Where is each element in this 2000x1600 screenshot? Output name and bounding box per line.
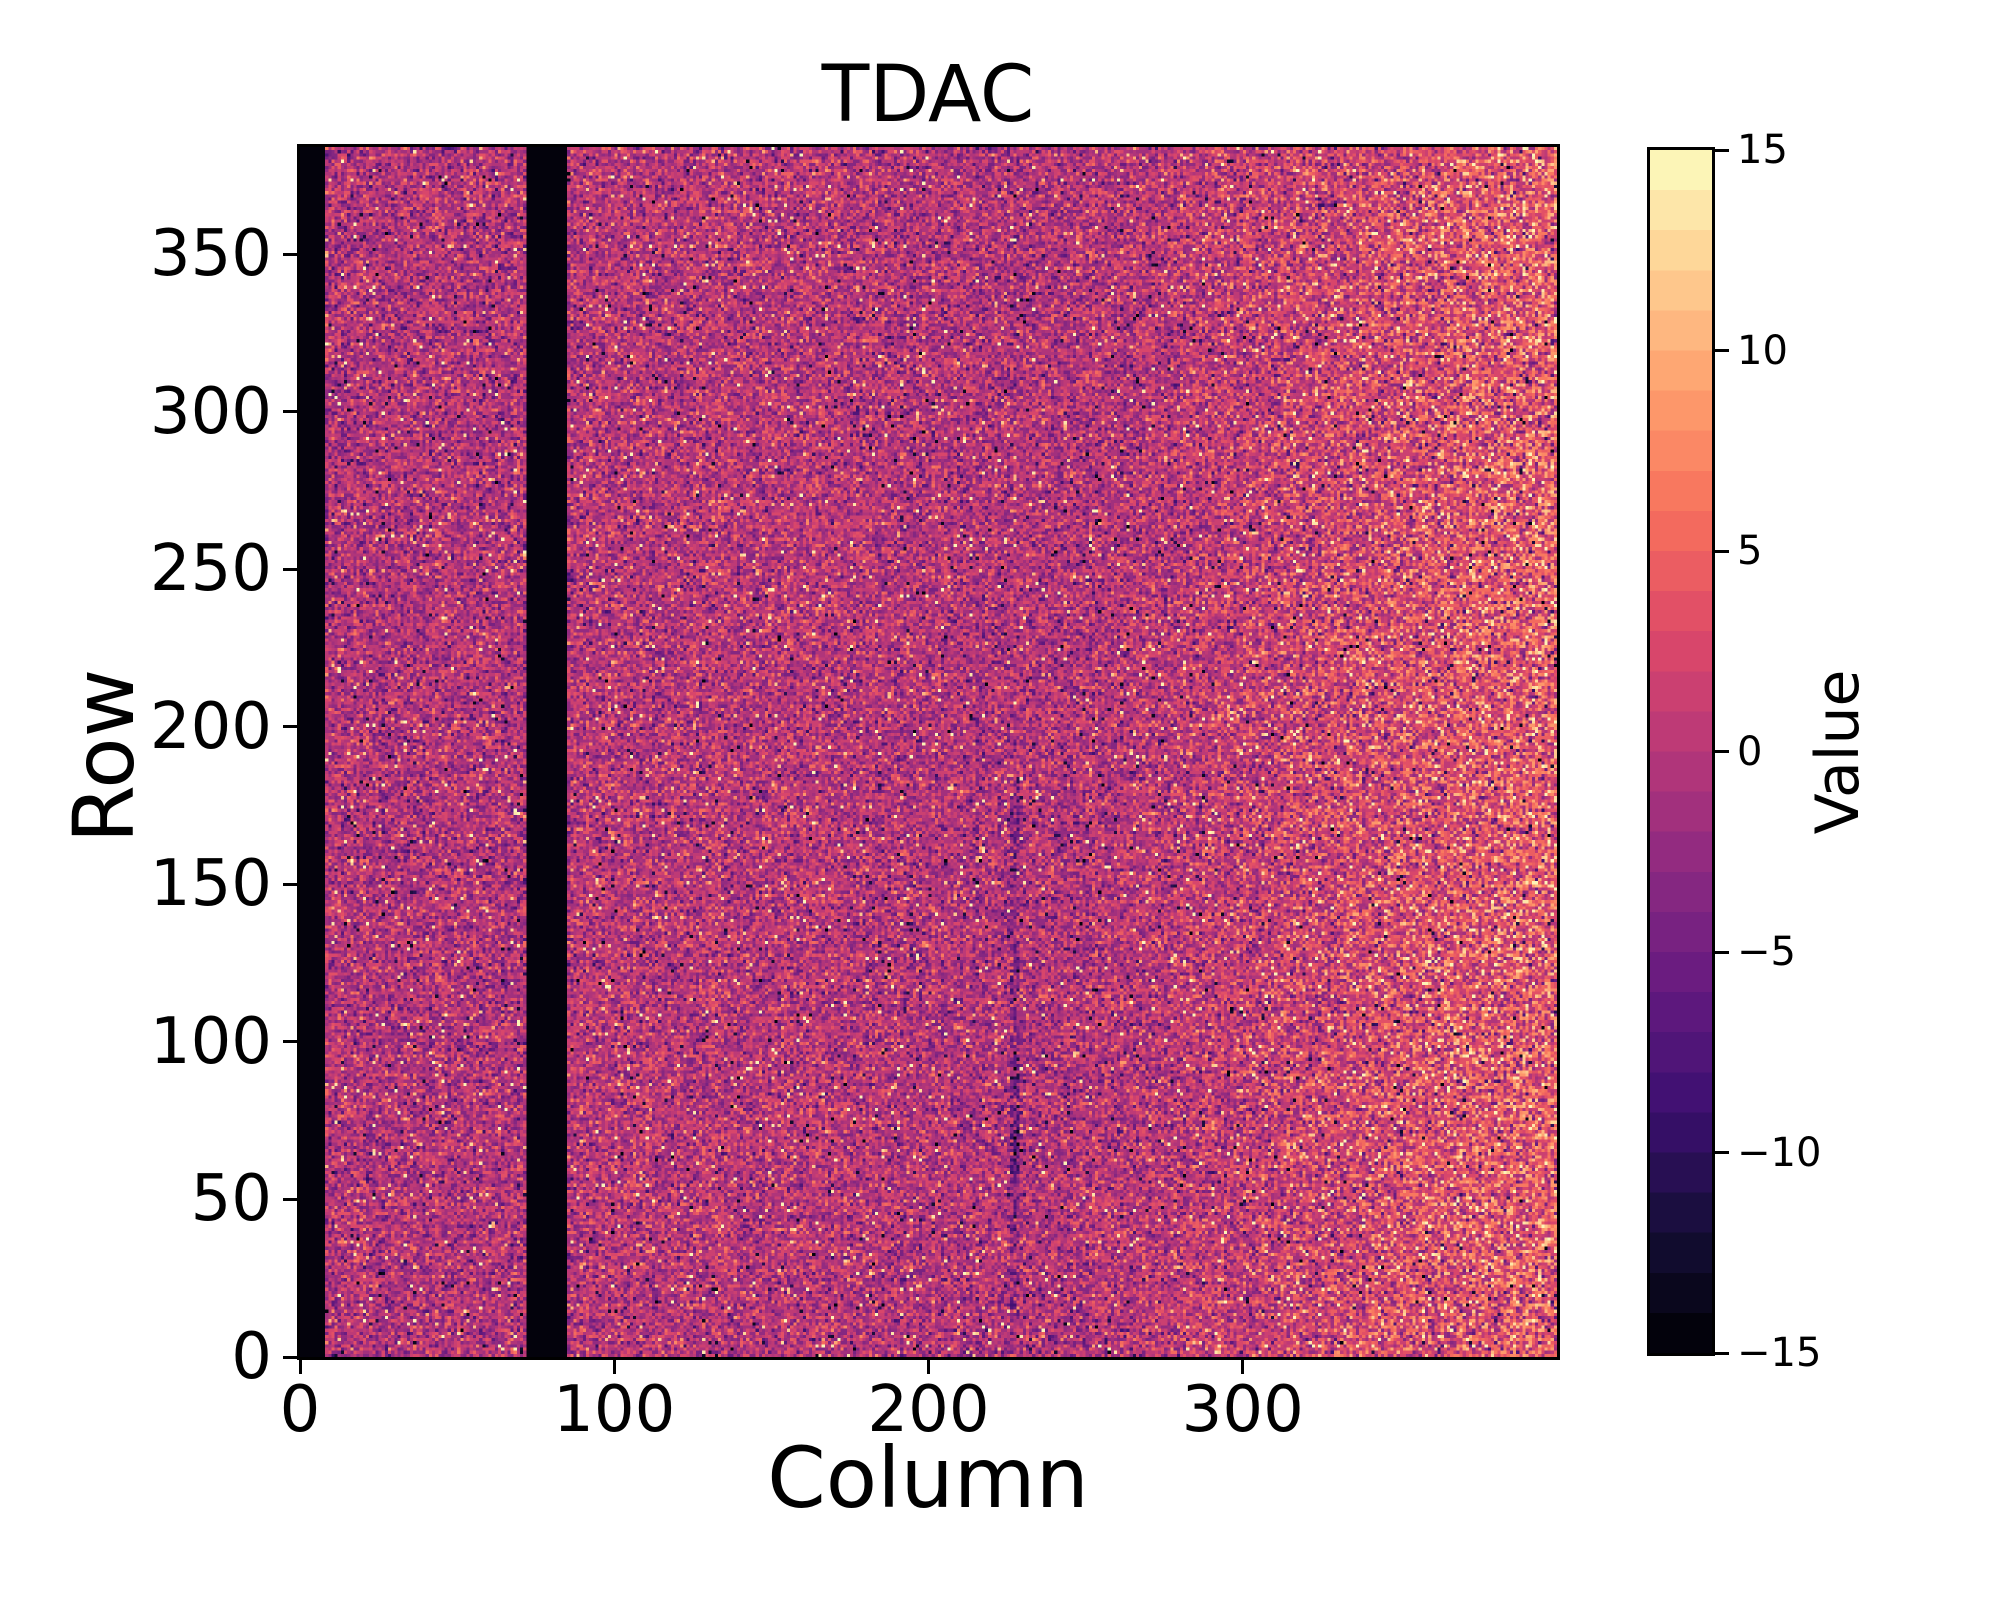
y-tick-label: 150: [149, 847, 272, 922]
colorbar-tick-mark: [1715, 1151, 1729, 1154]
y-tick-mark: [283, 567, 297, 571]
y-tick-label: 300: [149, 374, 272, 449]
y-tick-label: 0: [231, 1320, 272, 1394]
y-tick-label: 350: [149, 217, 272, 292]
x-tick-mark: [1241, 1360, 1245, 1374]
x-axis-label: Column: [767, 1429, 1089, 1527]
colorbar-label: Value: [1803, 669, 1873, 835]
y-tick-mark: [283, 410, 297, 414]
heatmap-plot-area: [297, 144, 1560, 1360]
x-tick-mark: [612, 1360, 616, 1374]
colorbar-tick-label: 0: [1737, 728, 1763, 775]
y-tick-mark: [283, 882, 297, 886]
y-tick-label: 200: [149, 689, 272, 764]
colorbar-tick-label: −5: [1737, 929, 1796, 975]
heatmap-image: [300, 147, 1557, 1357]
chart-title: TDAC: [821, 50, 1035, 140]
colorbar: [1647, 147, 1715, 1356]
colorbar-tick-mark: [1715, 349, 1729, 352]
y-tick-mark: [283, 252, 297, 256]
x-tick-label: 0: [279, 1373, 321, 1447]
y-tick-label: 250: [149, 532, 272, 607]
y-tick-label: 50: [190, 1162, 272, 1237]
x-tick-mark: [927, 1360, 930, 1374]
x-tick-label: 300: [1181, 1373, 1304, 1447]
colorbar-tick-mark: [1715, 1351, 1729, 1355]
colorbar-gradient: [1650, 150, 1712, 1353]
colorbar-tick-mark: [1715, 750, 1729, 753]
colorbar-tick-mark: [1715, 950, 1729, 954]
colorbar-tick-label: 15: [1737, 127, 1788, 173]
colorbar-tick-label: −10: [1737, 1129, 1822, 1176]
y-tick-mark: [283, 1040, 297, 1044]
colorbar-tick-label: 5: [1737, 528, 1763, 574]
colorbar-tick-label: −15: [1737, 1330, 1822, 1376]
x-tick-label: 100: [553, 1373, 676, 1447]
x-tick-label: 200: [867, 1373, 990, 1447]
colorbar-tick-label: 10: [1737, 327, 1788, 374]
x-tick-mark: [298, 1360, 302, 1374]
colorbar-tick-mark: [1715, 148, 1729, 152]
y-tick-label: 100: [149, 1004, 272, 1079]
y-tick-mark: [283, 1197, 297, 1201]
y-tick-mark: [283, 1355, 297, 1359]
y-axis-label: Row: [55, 668, 153, 844]
colorbar-tick-mark: [1715, 549, 1729, 553]
y-tick-mark: [283, 725, 297, 729]
